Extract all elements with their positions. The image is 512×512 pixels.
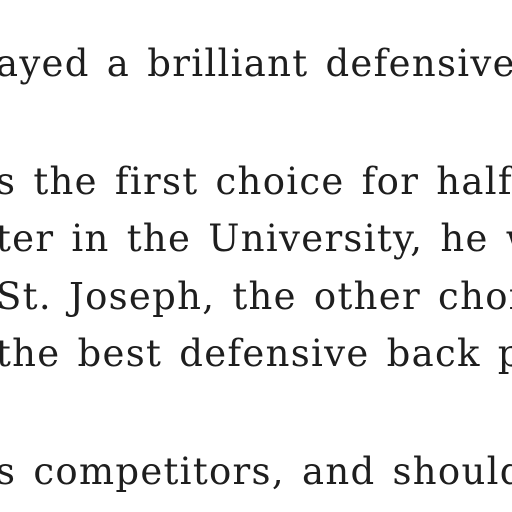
text-line-4: St. Joseph, the other choice: [0, 275, 512, 318]
text-line-2: s the first choice for half-ba: [0, 160, 512, 203]
text-line-6: s competitors, and should b: [0, 450, 512, 493]
text-line-5: the best defensive back play: [0, 332, 512, 375]
text-line-3: ter in the University, he wo: [0, 217, 512, 260]
text-line-1: ayed a brilliant defensive ga: [0, 42, 512, 85]
